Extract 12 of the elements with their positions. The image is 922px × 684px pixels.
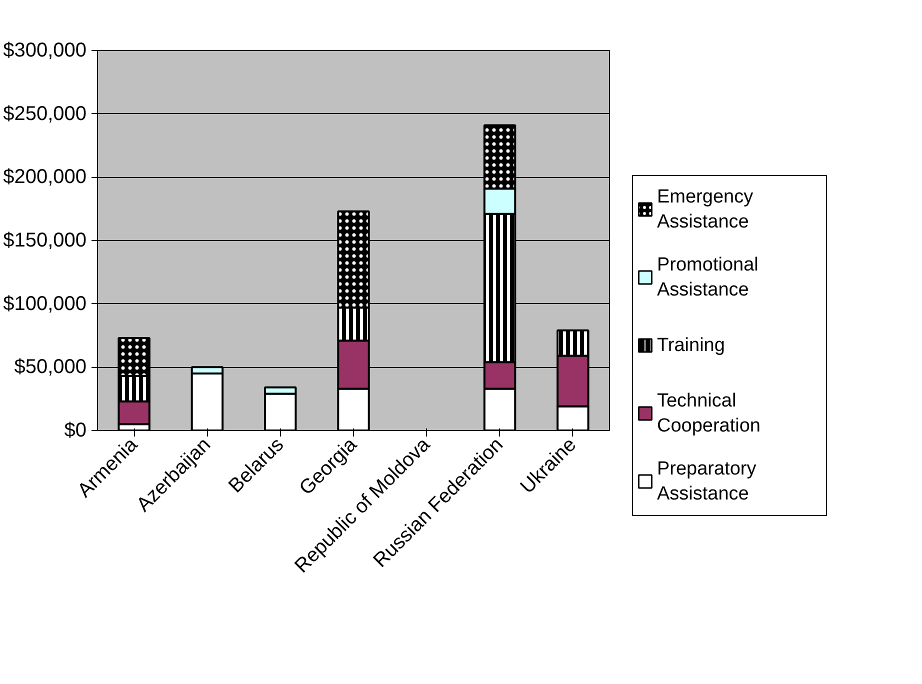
- y-tick-label: $50,000: [14, 356, 86, 378]
- y-tick-label: $250,000: [3, 102, 87, 125]
- legend-label: Training: [656, 335, 725, 356]
- y-tick-label: $300,000: [3, 40, 87, 62]
- legend-label: Preparatory Assistance: [656, 458, 757, 505]
- y-tick-label: $200,000: [3, 166, 87, 188]
- legend-label: Emergency Assistance: [656, 186, 754, 233]
- y-tick-label: $100,000: [3, 292, 87, 315]
- y-tick-label: $0: [64, 420, 87, 442]
- y-tick-label: $150,000: [3, 230, 87, 252]
- legend-label: Technical Cooperation: [656, 390, 761, 437]
- legend-label: Promotional Assistance: [656, 254, 758, 301]
